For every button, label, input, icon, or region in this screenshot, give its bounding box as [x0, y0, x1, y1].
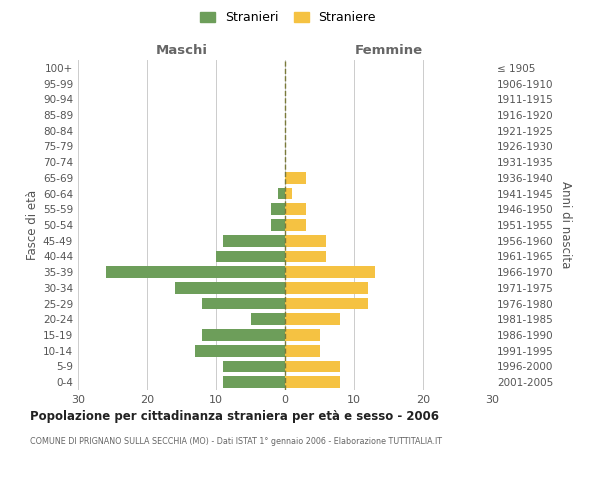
Text: COMUNE DI PRIGNANO SULLA SECCHIA (MO) - Dati ISTAT 1° gennaio 2006 - Elaborazion: COMUNE DI PRIGNANO SULLA SECCHIA (MO) - … [30, 438, 442, 446]
Text: Maschi: Maschi [155, 44, 208, 58]
Bar [285, 298, 368, 310]
Bar [223, 376, 285, 388]
Bar [223, 235, 285, 246]
Bar [216, 250, 285, 262]
Bar [271, 219, 285, 231]
Bar [285, 329, 320, 341]
Bar [285, 314, 340, 325]
Bar [202, 329, 285, 341]
Bar [285, 360, 340, 372]
Bar [271, 204, 285, 215]
Bar [285, 345, 320, 356]
Y-axis label: Fasce di età: Fasce di età [26, 190, 39, 260]
Bar [285, 250, 326, 262]
Bar [285, 282, 368, 294]
Y-axis label: Anni di nascita: Anni di nascita [559, 182, 572, 268]
Bar [202, 298, 285, 310]
Bar [285, 172, 306, 184]
Bar [278, 188, 285, 200]
Bar [175, 282, 285, 294]
Text: Femmine: Femmine [355, 44, 422, 58]
Bar [285, 188, 292, 200]
Bar [285, 219, 306, 231]
Bar [106, 266, 285, 278]
Text: Popolazione per cittadinanza straniera per età e sesso - 2006: Popolazione per cittadinanza straniera p… [30, 410, 439, 423]
Bar [196, 345, 285, 356]
Bar [285, 204, 306, 215]
Bar [285, 235, 326, 246]
Legend: Stranieri, Straniere: Stranieri, Straniere [195, 6, 381, 29]
Bar [285, 266, 374, 278]
Bar [251, 314, 285, 325]
Bar [223, 360, 285, 372]
Bar [285, 376, 340, 388]
